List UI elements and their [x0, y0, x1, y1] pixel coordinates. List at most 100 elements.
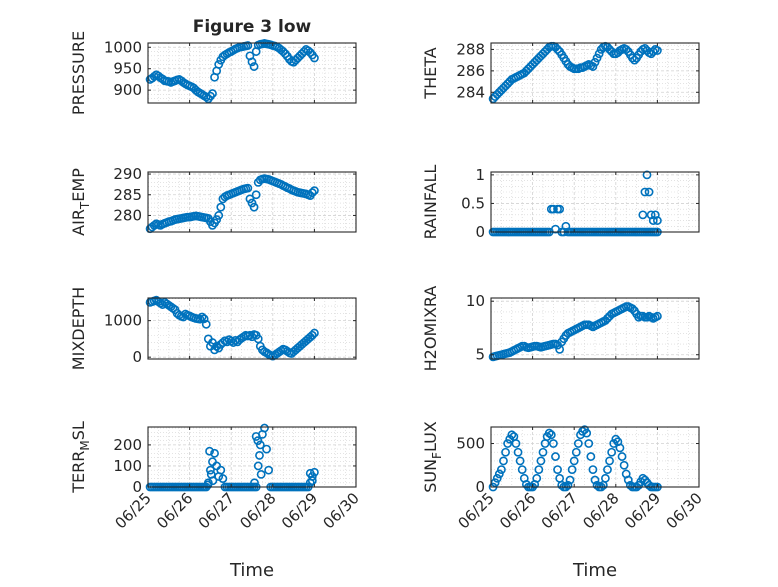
y-axis-label: AIRTEMP	[69, 168, 92, 236]
data-point	[201, 319, 211, 329]
data-point	[594, 49, 604, 59]
data-point	[499, 456, 508, 466]
data-point	[653, 46, 662, 55]
data-point	[251, 432, 261, 441]
data-point	[256, 469, 266, 479]
data-point	[567, 465, 577, 475]
data-point	[538, 447, 548, 457]
y-axis-label: PRESSURE	[69, 31, 88, 115]
x-tick-label: 06/27	[195, 489, 238, 532]
data-point	[216, 202, 226, 212]
data-point	[601, 473, 610, 483]
data-point	[503, 439, 513, 448]
subplot-2: 280 285 290 AIRTEMP	[69, 165, 357, 236]
data-point	[245, 194, 255, 204]
subplot-3: 0 0.5 1 RAINFALL	[421, 165, 700, 241]
axes-box	[147, 297, 357, 360]
x-tick-label: 06/27	[538, 489, 581, 532]
data-point	[208, 476, 218, 486]
data-point	[197, 312, 207, 322]
data-point	[569, 456, 579, 466]
y-tick-label: 100	[113, 457, 142, 475]
data-point	[517, 465, 527, 475]
data-point	[557, 480, 567, 490]
data-point	[158, 300, 167, 309]
y-tick-label: 290	[113, 165, 142, 183]
data-point	[515, 456, 525, 466]
x-tick-label: 06/29	[278, 489, 321, 532]
series-markers	[488, 170, 662, 237]
data-point	[260, 423, 269, 433]
data-point	[630, 55, 639, 65]
data-point	[511, 439, 521, 448]
x-tick-label: 06/26	[496, 489, 539, 532]
data-point	[588, 465, 598, 475]
data-point	[555, 344, 565, 354]
y-tick-label: 5	[475, 346, 485, 364]
data-point	[247, 57, 257, 67]
data-point	[532, 473, 542, 483]
x-tick-label: 06/30	[663, 489, 706, 532]
data-point	[262, 444, 271, 454]
data-point	[546, 430, 556, 440]
series-markers	[145, 174, 319, 234]
axes-box	[490, 426, 700, 488]
data-point	[615, 443, 625, 453]
y-tick-label: 286	[456, 62, 485, 80]
subplot-6: 010020006/2506/2606/2706/2806/2906/30TER…	[69, 421, 363, 532]
data-point	[573, 439, 583, 448]
y-tick-label: 288	[456, 40, 485, 58]
data-point	[212, 341, 222, 351]
data-point	[644, 187, 654, 197]
data-point	[544, 428, 554, 438]
y-tick-label: 0	[475, 478, 485, 496]
x-axis-label-left: Time	[229, 560, 274, 581]
axes-box	[490, 297, 700, 360]
data-point	[605, 456, 614, 466]
data-point	[501, 447, 510, 457]
y-axis-label: THETA	[421, 47, 440, 99]
data-point	[264, 465, 274, 475]
data-point	[214, 60, 224, 69]
data-point	[617, 452, 627, 461]
data-point	[609, 439, 619, 448]
y-tick-label: 1	[475, 166, 485, 184]
x-tick-label: 06/30	[320, 489, 363, 532]
data-point	[253, 461, 263, 471]
data-point	[640, 187, 650, 197]
data-point	[205, 446, 214, 456]
data-point	[243, 41, 253, 50]
x-tick-label: 06/28	[236, 489, 279, 532]
data-point	[496, 465, 506, 475]
series-markers	[145, 39, 319, 104]
subplot-4: 0 1000 MIXDEPTH	[69, 287, 357, 370]
data-point	[307, 476, 317, 486]
data-point	[251, 190, 261, 200]
data-point	[218, 474, 228, 483]
data-point	[149, 220, 159, 230]
data-point	[299, 47, 309, 56]
series-markers	[488, 425, 662, 492]
data-point	[603, 465, 612, 475]
data-point	[249, 62, 259, 71]
series-markers	[145, 295, 319, 361]
x-axis-label-right: Time	[572, 560, 617, 581]
data-point	[250, 478, 259, 488]
data-point	[584, 439, 594, 448]
data-point	[210, 448, 219, 458]
axes-box	[147, 426, 357, 488]
data-point	[243, 183, 253, 193]
axes-box	[147, 171, 357, 233]
x-tick-label: 06/29	[621, 489, 664, 532]
data-point	[214, 211, 224, 220]
data-point	[642, 170, 652, 180]
y-axis-label: H2OMIXRA	[421, 286, 440, 372]
x-tick-label: 06/26	[153, 489, 196, 532]
series-markers	[488, 41, 662, 104]
y-tick-label: 500	[456, 435, 485, 453]
data-point	[648, 216, 658, 225]
data-point	[563, 480, 573, 490]
data-point	[309, 328, 319, 338]
data-point	[588, 62, 598, 71]
